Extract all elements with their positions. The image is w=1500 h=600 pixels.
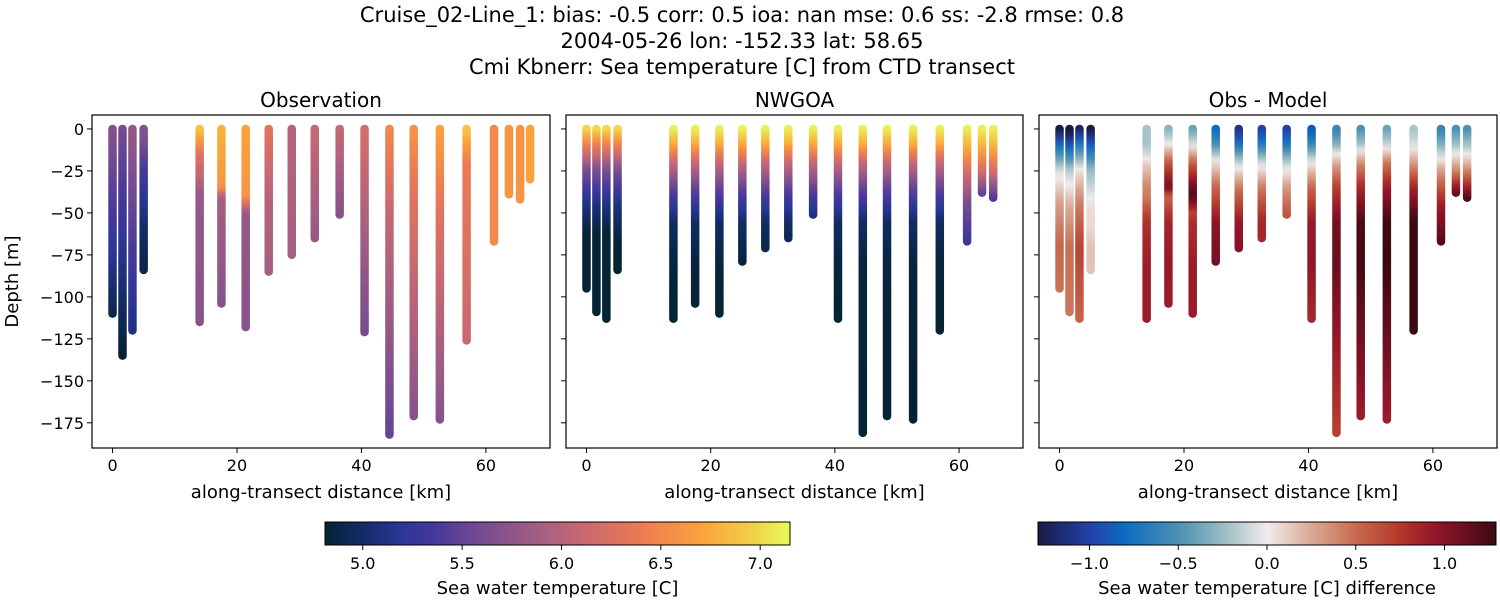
x-tick-label: 20 <box>700 456 720 475</box>
colorbar-tick-label: 6.0 <box>549 554 574 573</box>
y-tick-label: −100 <box>40 288 84 307</box>
colorbar-label: Sea water temperature [C] <box>437 578 679 599</box>
x-tick-label: 0 <box>581 456 591 475</box>
colorbar-tick-label: 5.0 <box>350 554 375 573</box>
x-tick-label: 60 <box>949 456 969 475</box>
x-tick-label: 40 <box>1298 456 1318 475</box>
colorbar-tick-label: 1.0 <box>1432 554 1457 573</box>
y-tick-label: −150 <box>40 372 84 391</box>
colorbar-tick-label: −0.5 <box>1159 554 1198 573</box>
panel-model: 0 20 40 60 NWGOA along-transect distance [km] <box>561 88 1024 503</box>
colorbar-thermal: 5.0 5.5 6.0 6.5 7.0 Sea water temperature [C] <box>324 521 791 599</box>
y-tick-label: −125 <box>40 330 84 349</box>
colorbar-gradient <box>324 521 791 546</box>
colorbar-tick-label: 6.5 <box>648 554 673 573</box>
y-tick-label: −25 <box>50 162 84 181</box>
y-tick-label: −75 <box>50 246 84 265</box>
x-tick-label: 40 <box>351 456 371 475</box>
panel-diff: 0 20 40 60 Obs - Model along-transect distanc… <box>1034 88 1498 503</box>
x-tick-label: 20 <box>227 456 247 475</box>
colorbar-tick-label: 5.5 <box>449 554 474 573</box>
colorbar-tick-label: 0.0 <box>1254 554 1279 573</box>
figure-title-line-3: Cmi Kbnerr: Sea temperature [C] from CTD… <box>469 55 1015 79</box>
colorbar-tick-label: −1.0 <box>1070 554 1109 573</box>
x-tick-label: 20 <box>1174 456 1194 475</box>
axes-frame <box>1038 114 1498 449</box>
y-tick-label: −175 <box>40 414 84 433</box>
x-tick-label: 40 <box>825 456 845 475</box>
panel-title: NWGOA <box>755 88 835 112</box>
plot-area <box>582 124 998 438</box>
x-axis-label: along-transect distance [km] <box>191 482 451 503</box>
x-axis-label: along-transect distance [km] <box>1138 482 1398 503</box>
x-tick-label: 60 <box>476 456 496 475</box>
y-tick-label: 0 <box>74 120 84 139</box>
plot-area <box>1055 124 1472 438</box>
y-tick-label: −50 <box>50 204 84 223</box>
panel-title: Observation <box>260 88 382 112</box>
figure-title-line-1: Cruise_02-Line_1: bias: -0.5 corr: 0.5 i… <box>360 3 1124 28</box>
axes-frame <box>91 114 551 449</box>
colorbar-label: Sea water temperature [C] difference <box>1098 578 1436 599</box>
colorbar-tick-label: 0.5 <box>1343 554 1368 573</box>
x-axis-label: along-transect distance [km] <box>664 482 924 503</box>
x-tick-label: 0 <box>107 456 117 475</box>
y-axis-label: Depth [m] <box>2 235 23 327</box>
axes-frame <box>565 114 1024 449</box>
colorbar-gradient <box>1037 521 1497 546</box>
x-tick-label: 60 <box>1423 456 1443 475</box>
panel-title: Obs - Model <box>1209 88 1328 112</box>
x-tick-label: 0 <box>1054 456 1064 475</box>
figure-title-line-2: 2004-05-26 lon: -152.33 lat: 58.65 <box>561 29 924 53</box>
plot-area <box>108 124 535 439</box>
panel-obs: 0 20 40 60 0 −25 −50 −75 −100 −125 −150 −175 Observa… <box>2 88 551 503</box>
colorbar-balance: −1.0 −0.5 0.0 0.5 1.0 Sea water temperature [… <box>1037 521 1497 599</box>
colorbar-tick-label: 7.0 <box>747 554 772 573</box>
